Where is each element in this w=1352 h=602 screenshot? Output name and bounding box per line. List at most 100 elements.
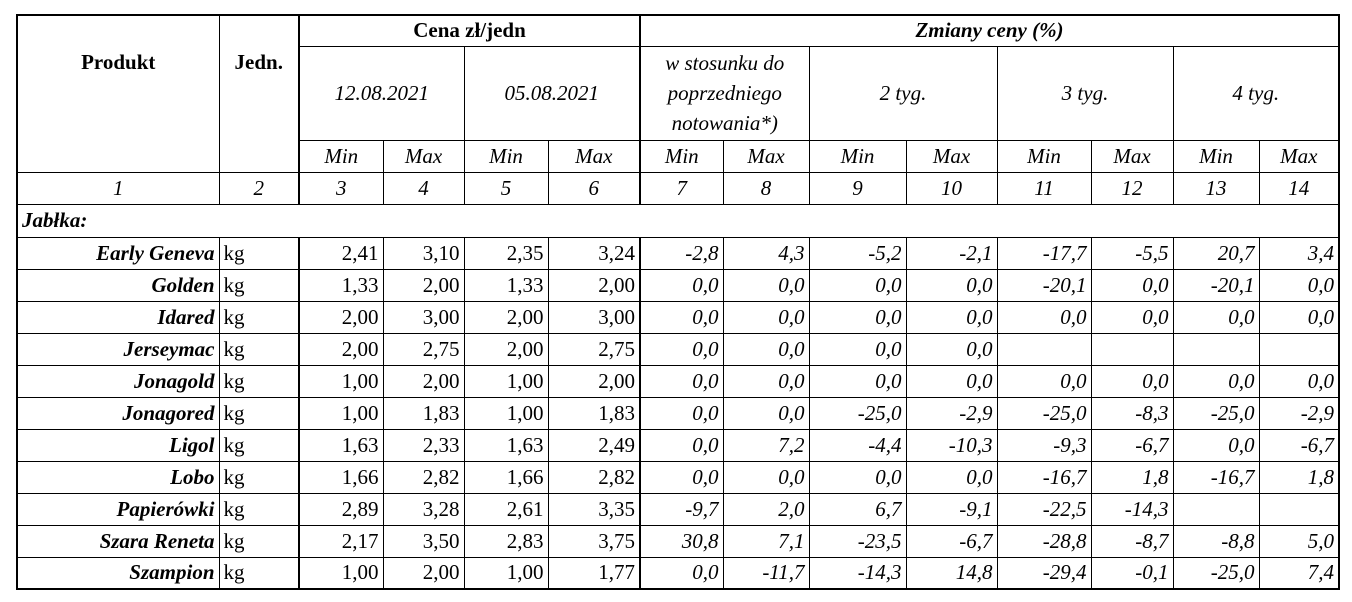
change-cell: 1,8	[1090, 460, 1174, 494]
price-cell: 2,33	[382, 428, 465, 462]
column-number: 14	[1258, 171, 1340, 205]
price-cell: 2,00	[547, 268, 641, 302]
change-cell: 0,0	[722, 364, 810, 398]
change-cell: -17,7	[996, 236, 1092, 270]
price-cell: 2,75	[382, 332, 465, 366]
price-cell: 3,75	[547, 524, 641, 558]
change-cell	[1258, 332, 1340, 366]
table-row: Jonagored kg 1,00 1,83 1,00 1,83 0,0 0,0 -25,0 -2…	[16, 396, 1340, 430]
header-max: Max	[722, 139, 810, 173]
unit-cell: kg	[218, 364, 300, 398]
table-row: Papierówki kg 2,89 3,28 2,61 3,35 -9,7 2,0 6,7 -9…	[16, 492, 1340, 526]
change-cell: 0,0	[1172, 428, 1260, 462]
price-cell: 3,10	[382, 236, 465, 270]
change-cell: 7,2	[722, 428, 810, 462]
unit-cell: kg	[218, 300, 300, 334]
change-cell: 0,0	[639, 396, 724, 430]
header-vs-previous-line3: notowania*)	[671, 111, 778, 135]
change-cell: -0,1	[1090, 556, 1174, 590]
change-cell: 7,1	[722, 524, 810, 558]
change-cell: 0,0	[905, 332, 998, 366]
change-cell: 0,0	[639, 300, 724, 334]
change-cell: 0,0	[1258, 300, 1340, 334]
unit-cell: kg	[218, 268, 300, 302]
change-cell: -9,1	[905, 492, 998, 526]
price-cell: 1,00	[298, 364, 384, 398]
price-cell: 1,83	[382, 396, 465, 430]
product-name: Jonagored	[16, 396, 220, 430]
header-3-weeks: 3 tyg.	[996, 45, 1174, 141]
change-cell: 6,7	[808, 492, 907, 526]
change-cell: 0,0	[1258, 364, 1340, 398]
column-number: 7	[639, 171, 724, 205]
table-row: Szampion kg 1,00 2,00 1,00 1,77 0,0 -11,7 -14,3 1…	[16, 556, 1340, 590]
price-cell: 1,83	[547, 396, 641, 430]
unit-cell: kg	[218, 332, 300, 366]
price-cell: 2,49	[547, 428, 641, 462]
table-row: Golden kg 1,33 2,00 1,33 2,00 0,0 0,0 0,0 0,0 -20,…	[16, 268, 1340, 302]
header-2-weeks: 2 tyg.	[808, 45, 998, 141]
change-cell: -5,5	[1090, 236, 1174, 270]
unit-cell: kg	[218, 492, 300, 526]
product-name: Early Geneva	[16, 236, 220, 270]
header-min: Min	[298, 139, 384, 173]
price-cell: 2,75	[547, 332, 641, 366]
header-min: Min	[463, 139, 549, 173]
unit-cell: kg	[218, 556, 300, 590]
price-cell: 1,77	[547, 556, 641, 590]
change-cell: 0,0	[722, 460, 810, 494]
change-cell: 7,4	[1258, 556, 1340, 590]
header-zmiany: Zmiany ceny (%)	[639, 14, 1340, 47]
header-vs-previous-line1: w stosunku do	[665, 51, 785, 75]
unit-cell: kg	[218, 428, 300, 462]
change-cell: -8,8	[1172, 524, 1260, 558]
price-cell: 2,35	[463, 236, 549, 270]
change-cell: 0,0	[722, 396, 810, 430]
price-cell: 2,00	[298, 300, 384, 334]
change-cell: 2,0	[722, 492, 810, 526]
table-row: Lobo kg 1,66 2,82 1,66 2,82 0,0 0,0 0,0 0,0 -16,7 1…	[16, 460, 1340, 494]
header-cena: Cena zł/jedn	[298, 14, 641, 47]
price-cell: 2,00	[382, 364, 465, 398]
change-cell: -16,7	[996, 460, 1092, 494]
change-cell: -16,7	[1172, 460, 1260, 494]
change-cell: -5,2	[808, 236, 907, 270]
change-cell: 0,0	[639, 268, 724, 302]
header-max: Max	[547, 139, 641, 173]
change-cell: 0,0	[722, 268, 810, 302]
change-cell: -6,7	[1090, 428, 1174, 462]
price-cell: 2,00	[298, 332, 384, 366]
change-cell: 0,0	[905, 268, 998, 302]
change-cell: -29,4	[996, 556, 1092, 590]
price-cell: 2,83	[463, 524, 549, 558]
change-cell	[1090, 332, 1174, 366]
product-name: Jonagold	[16, 364, 220, 398]
price-cell: 1,63	[463, 428, 549, 462]
price-cell: 1,66	[298, 460, 384, 494]
change-cell: 0,0	[1258, 268, 1340, 302]
product-name: Szara Reneta	[16, 524, 220, 558]
change-cell: 0,0	[639, 460, 724, 494]
table-row: Szara Reneta kg 2,17 3,50 2,83 3,75 30,8 7,1 -23…	[16, 524, 1340, 558]
change-cell: -2,8	[639, 236, 724, 270]
column-number: 11	[996, 171, 1092, 205]
price-table: Produkt Jedn. Cena zł/jedn Zmiany ceny (…	[16, 14, 1340, 590]
change-cell	[1258, 492, 1340, 526]
change-cell: -28,8	[996, 524, 1092, 558]
change-cell: 0,0	[639, 364, 724, 398]
table-row: Jonagold kg 1,00 2,00 1,00 2,00 0,0 0,0 0,0 0,0 0,…	[16, 364, 1340, 398]
change-cell: 30,8	[639, 524, 724, 558]
change-cell: 0,0	[1172, 364, 1260, 398]
column-number: 2	[218, 171, 300, 205]
change-cell: 0,0	[808, 300, 907, 334]
change-cell: 0,0	[1090, 364, 1174, 398]
change-cell: -14,3	[1090, 492, 1174, 526]
change-cell: 5,0	[1258, 524, 1340, 558]
change-cell: 0,0	[722, 332, 810, 366]
price-cell: 2,61	[463, 492, 549, 526]
change-cell: -14,3	[808, 556, 907, 590]
price-cell: 2,41	[298, 236, 384, 270]
column-number: 4	[382, 171, 465, 205]
price-cell: 1,00	[463, 396, 549, 430]
product-name: Jerseymac	[16, 332, 220, 366]
